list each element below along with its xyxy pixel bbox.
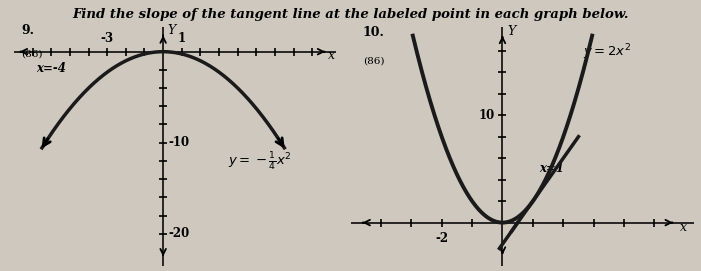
Text: -10: -10 (169, 136, 190, 149)
Text: Find the slope of the tangent line at the labeled point in each graph below.: Find the slope of the tangent line at th… (72, 8, 629, 21)
Text: 9.: 9. (22, 24, 34, 37)
Text: -20: -20 (169, 227, 190, 240)
Text: 1: 1 (178, 32, 186, 45)
Text: -2: -2 (435, 232, 448, 245)
Text: (86): (86) (22, 50, 43, 59)
Text: x: x (328, 49, 335, 62)
Text: $y=2x^2$: $y=2x^2$ (583, 42, 631, 62)
Text: x=1: x=1 (539, 162, 564, 175)
Text: $y=-\frac{1}{4}x^2$: $y=-\frac{1}{4}x^2$ (229, 151, 292, 173)
Text: 10: 10 (479, 109, 495, 122)
Text: x: x (680, 221, 687, 234)
Text: -3: -3 (101, 32, 114, 45)
Text: (86): (86) (362, 56, 384, 65)
Text: Y: Y (507, 25, 515, 38)
Text: 10.: 10. (362, 26, 385, 39)
Text: Y: Y (168, 24, 176, 37)
Text: x=-4: x=-4 (36, 62, 67, 75)
